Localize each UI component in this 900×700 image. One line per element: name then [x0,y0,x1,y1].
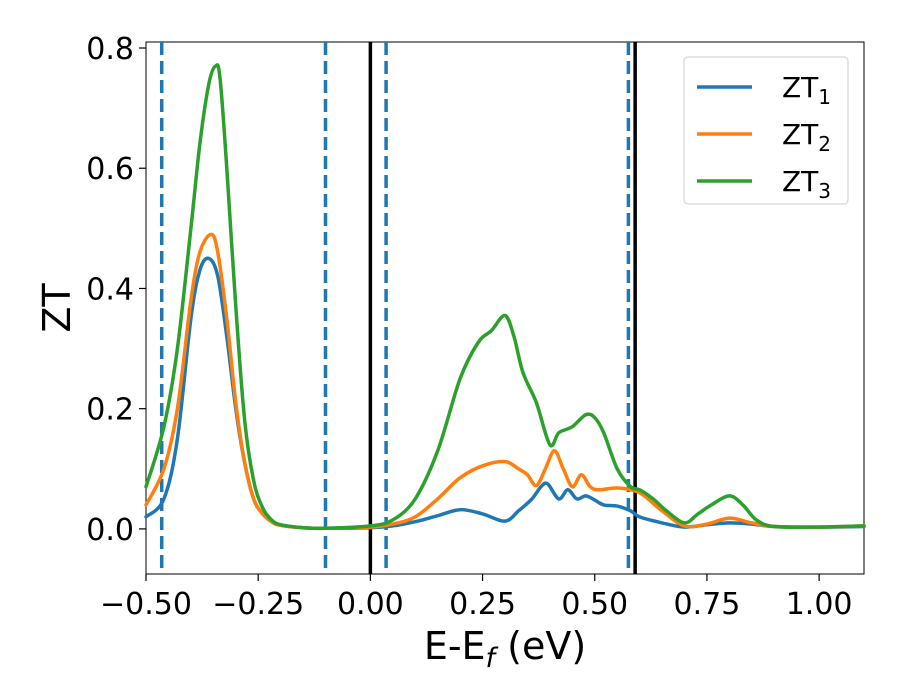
y-tick-label: 0.4 [86,272,134,307]
legend-label-zt3: ZT3 [782,165,831,203]
y-tick-label: 0.6 [86,152,134,187]
legend-items: ZT1 ZT2 ZT3 [697,71,831,203]
legend-box [683,56,849,205]
series-line-zt3 [144,63,866,531]
y-tick-label: 0.8 [86,32,134,67]
y-tick-label: 0.2 [86,393,134,428]
x-axis-label-unit: (eV) [495,624,586,668]
plot-area [144,41,866,575]
legend: ZT1 ZT2 ZT3 [683,56,849,205]
y-axis: 0.0 0.2 0.4 0.6 0.8 [86,32,146,548]
x-axis-label: E-Ef (eV) [424,624,586,674]
x-tick-label: −0.25 [212,587,304,622]
y-tick-label: 0.0 [86,513,134,548]
series-line-zt2 [144,232,866,531]
x-axis: −0.50 −0.25 0.00 0.25 0.50 0.75 1.00 [100,574,853,622]
series-line-zt1 [144,256,866,531]
series-layer [144,63,866,531]
x-tick-label: 0.00 [337,587,404,622]
x-tick-label: −0.50 [100,587,192,622]
x-tick-label: 0.25 [449,587,516,622]
x-tick-label: 0.75 [674,587,741,622]
plot-frame [145,41,865,575]
x-tick-label: 0.50 [561,587,628,622]
legend-label-zt1: ZT1 [782,71,831,109]
x-tick-label: 1.00 [786,587,853,622]
y-axis-label: ZT [35,283,79,333]
legend-label-zt2: ZT2 [782,118,831,156]
